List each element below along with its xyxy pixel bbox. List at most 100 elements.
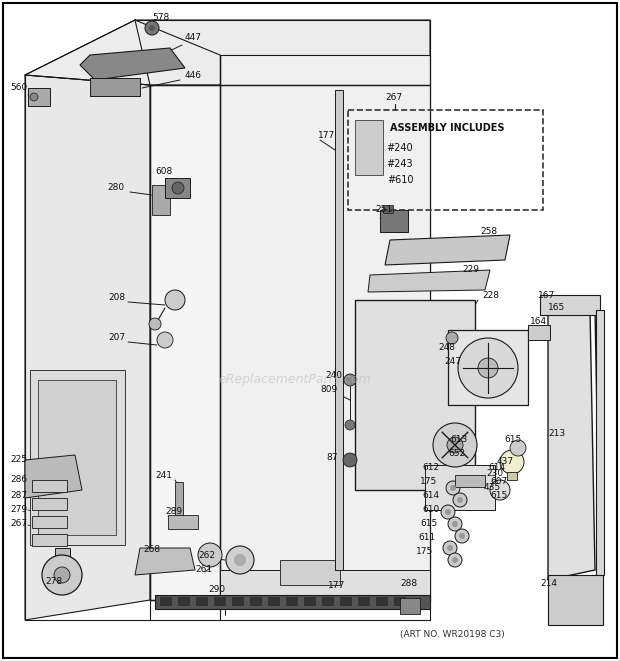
Text: 167: 167	[538, 290, 556, 299]
Circle shape	[452, 557, 458, 563]
Circle shape	[455, 529, 469, 543]
Bar	[304, 597, 316, 606]
Circle shape	[344, 374, 356, 386]
Bar	[322, 597, 334, 606]
Polygon shape	[25, 20, 430, 85]
Bar	[376, 597, 388, 606]
Bar	[348, 110, 543, 210]
Text: 177: 177	[328, 582, 345, 590]
Text: 175: 175	[420, 477, 437, 486]
Circle shape	[157, 332, 173, 348]
Text: 228: 228	[482, 290, 499, 299]
Text: eReplacementParts.com: eReplacementParts.com	[219, 373, 371, 387]
Bar	[214, 597, 226, 606]
Bar	[355, 120, 383, 175]
Bar	[32, 498, 67, 510]
Polygon shape	[135, 548, 195, 575]
Bar	[268, 597, 280, 606]
Bar	[250, 597, 262, 606]
Text: 229: 229	[462, 266, 479, 274]
Circle shape	[343, 453, 357, 467]
Text: 615: 615	[504, 436, 521, 444]
Polygon shape	[80, 48, 185, 80]
Bar	[540, 295, 600, 315]
Bar	[220, 570, 430, 600]
Bar	[286, 597, 298, 606]
Circle shape	[510, 440, 526, 456]
Text: 225: 225	[10, 455, 27, 465]
Bar	[32, 534, 67, 546]
Text: #240: #240	[387, 143, 414, 153]
Text: 614: 614	[422, 492, 439, 500]
Circle shape	[448, 553, 462, 567]
Text: 279: 279	[10, 504, 27, 514]
Circle shape	[198, 543, 222, 567]
Bar	[528, 325, 550, 340]
Text: 612: 612	[422, 463, 439, 473]
Bar	[340, 597, 352, 606]
Circle shape	[458, 338, 518, 398]
Circle shape	[452, 521, 458, 527]
Polygon shape	[548, 310, 595, 580]
Text: 607: 607	[490, 477, 507, 486]
Circle shape	[490, 480, 510, 500]
Circle shape	[433, 423, 477, 467]
Text: (ART NO. WR20198 C3): (ART NO. WR20198 C3)	[400, 631, 505, 639]
Text: 578: 578	[152, 13, 169, 22]
Text: 435: 435	[484, 483, 501, 492]
Text: 560: 560	[10, 83, 27, 93]
Bar	[32, 480, 67, 492]
Bar	[55, 548, 70, 576]
Circle shape	[149, 318, 161, 330]
Bar	[280, 560, 340, 585]
Circle shape	[149, 25, 155, 31]
Text: 267: 267	[10, 518, 27, 527]
Text: 611: 611	[418, 533, 435, 543]
Bar	[596, 310, 604, 575]
Text: 87: 87	[326, 453, 337, 463]
Text: 614: 614	[488, 463, 505, 473]
Circle shape	[145, 21, 159, 35]
Bar	[425, 465, 495, 510]
Bar	[175, 482, 183, 517]
Text: 208: 208	[108, 293, 125, 303]
Circle shape	[448, 517, 462, 531]
Text: 214: 214	[540, 578, 557, 588]
Circle shape	[446, 481, 460, 495]
Bar	[152, 185, 170, 215]
Text: 230: 230	[486, 469, 503, 479]
Polygon shape	[385, 235, 510, 265]
Text: 262: 262	[198, 551, 215, 559]
Bar	[38, 380, 116, 535]
Text: 615: 615	[420, 520, 437, 529]
Bar	[165, 178, 190, 198]
Text: 261: 261	[195, 566, 212, 574]
Text: 608: 608	[155, 167, 172, 176]
Text: 286: 286	[10, 475, 27, 485]
Text: 175: 175	[416, 547, 433, 557]
Polygon shape	[368, 270, 490, 292]
Circle shape	[441, 505, 455, 519]
Text: 267: 267	[385, 93, 402, 102]
Text: 446: 446	[185, 71, 202, 79]
Bar	[358, 597, 370, 606]
Text: 289: 289	[165, 508, 182, 516]
Circle shape	[453, 493, 467, 507]
Text: 809: 809	[320, 385, 337, 395]
Bar	[380, 210, 408, 232]
Bar	[178, 597, 190, 606]
Text: 288: 288	[400, 580, 417, 588]
Bar	[168, 515, 198, 529]
Circle shape	[234, 554, 246, 566]
Circle shape	[30, 93, 38, 101]
Bar	[28, 88, 50, 106]
Bar	[196, 597, 208, 606]
Text: 240: 240	[325, 371, 342, 379]
Bar	[335, 90, 343, 570]
Bar	[232, 597, 244, 606]
Text: 447: 447	[185, 34, 202, 42]
Circle shape	[42, 555, 82, 595]
Circle shape	[445, 509, 451, 515]
Bar	[507, 472, 517, 480]
Circle shape	[345, 420, 355, 430]
